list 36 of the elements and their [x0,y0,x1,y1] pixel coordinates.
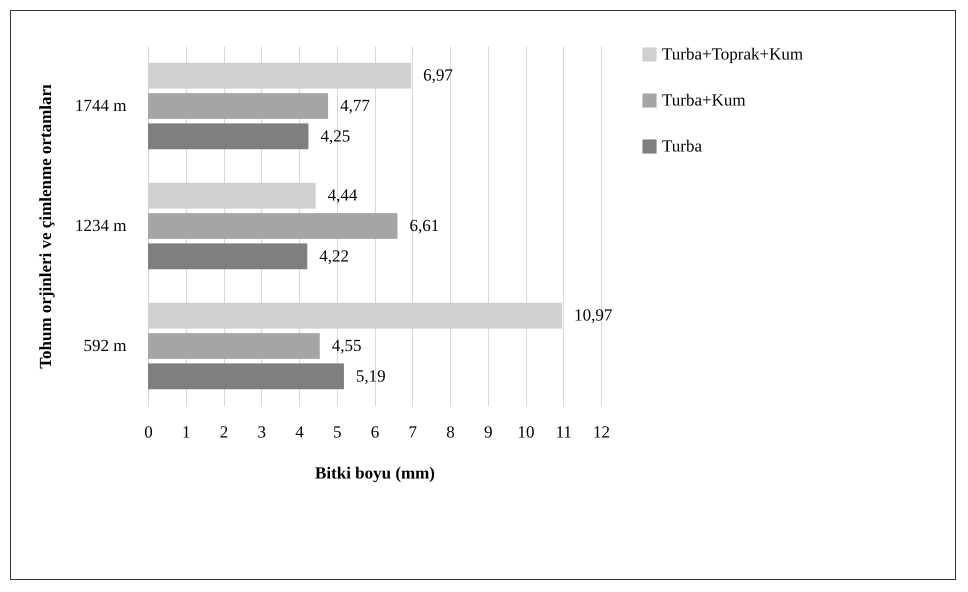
bar [148,363,344,390]
x-axis-title: Bitki boyu (mm) [315,464,435,482]
data-label: 5,19 [356,366,386,386]
x-tick-label: 9 [484,422,492,442]
legend-label: Turba [662,136,702,156]
y-tick-label: 1744 m [75,96,126,115]
bar [148,123,308,150]
bar [148,93,328,119]
data-label: 4,55 [332,336,362,355]
bar [148,213,398,239]
x-tick-label: 11 [556,422,572,442]
data-label: 4,22 [319,246,350,266]
data-label: 6,97 [423,66,454,85]
data-label: 6,61 [410,216,440,235]
data-label: 4,44 [328,186,358,205]
x-tick-label: 8 [446,422,455,442]
x-tick-label: 0 [144,422,153,442]
x-tick-label: 2 [220,422,228,442]
legend-label: Turba+Kum [662,90,746,110]
x-tick-label: 3 [258,422,266,442]
data-label: 10,97 [574,306,613,325]
y-axis-title: Tohum orjinleri ve çimlenme ortamları [36,84,56,369]
x-tick-label: 4 [295,422,304,442]
x-tick-label: 7 [408,422,418,442]
y-tick-label: 592 m [84,336,126,355]
bar [148,243,308,270]
legend-label: Turba+Toprak+Kum [662,44,804,64]
x-tick-label: 1 [182,422,190,442]
bar [148,333,320,359]
x-tick-label: 6 [370,422,380,442]
data-label: 4,77 [340,96,370,115]
x-tick-label: 10 [518,422,534,442]
x-tick-label: 5 [333,422,342,442]
x-tick-label: 12 [593,422,610,442]
data-label: 4,25 [320,126,350,146]
y-tick-label: 1234 m [75,216,126,235]
